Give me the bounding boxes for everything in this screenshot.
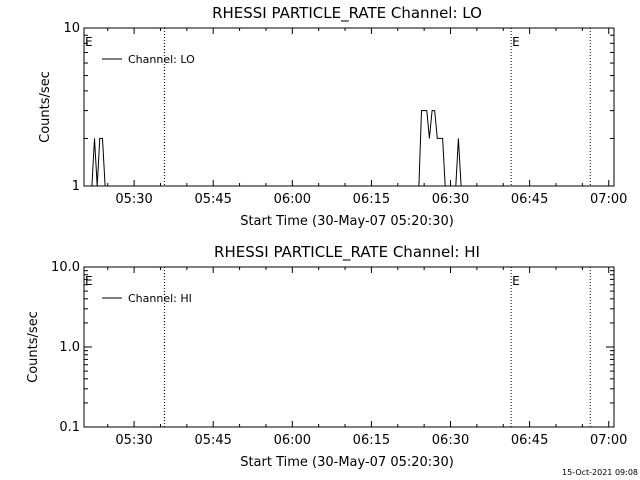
x-tick-label: 06:45 (511, 192, 548, 207)
y-tick-label: 1 (72, 179, 80, 194)
event-marker: E (512, 35, 520, 49)
y-tick-label: 1.0 (59, 340, 80, 355)
chart-title: RHESSI PARTICLE_RATE Channel: HI (214, 243, 480, 262)
event-marker: E (85, 274, 93, 288)
x-tick-label: 07:00 (590, 433, 627, 448)
x-axis-label: Start Time (30-May-07 05:20:30) (240, 214, 454, 229)
legend-entry: Channel: LO (128, 53, 195, 66)
event-marker: E (512, 274, 520, 288)
y-tick-label: 0.1 (59, 420, 80, 435)
plot-frame (83, 27, 615, 187)
x-tick-label: 06:30 (432, 433, 469, 448)
y-tick-label: 10 (63, 21, 80, 36)
x-tick-label: 06:00 (274, 433, 311, 448)
event-lines (163, 28, 591, 186)
axis-ticks: 05:30 05:45 06:00 06:15 06:30 06:45 07:00 1 10 (63, 21, 627, 207)
x-tick-label: 06:00 (274, 192, 311, 207)
x-tick-label: 06:30 (432, 192, 469, 207)
axis-ticks: 05:30 05:45 06:00 06:15 06:30 06:45 07:00 0.1 1.… (51, 260, 627, 448)
footer-timestamp: 15-Oct-2021 09:08 (562, 468, 638, 477)
x-tick-label: 06:15 (353, 433, 390, 448)
x-tick-label: 05:45 (194, 192, 231, 207)
event-marker: E (85, 35, 93, 49)
x-tick-label: 07:00 (590, 192, 627, 207)
legend-entry: Channel: HI (128, 292, 192, 305)
legend: Channel: LO (102, 53, 195, 66)
x-tick-label: 06:15 (353, 192, 390, 207)
y-axis-label: Counts/sec (26, 311, 41, 383)
x-tick-label: 06:45 (511, 433, 548, 448)
x-axis-label: Start Time (30-May-07 05:20:30) (240, 455, 454, 470)
x-tick-label: 05:30 (115, 192, 152, 207)
chart-panel-lo: RHESSI PARTICLE_RATE Channel: LO Start T… (38, 4, 627, 229)
chart-panel-hi: RHESSI PARTICLE_RATE Channel: HI Start T… (26, 243, 627, 470)
chart-title: RHESSI PARTICLE_RATE Channel: LO (212, 4, 482, 23)
legend: Channel: HI (102, 292, 192, 305)
y-tick-label: 10.0 (51, 260, 80, 275)
y-axis-label: Counts/sec (38, 71, 53, 143)
plot-frame (83, 266, 615, 428)
x-tick-label: 05:30 (115, 433, 152, 448)
x-tick-label: 05:45 (194, 433, 231, 448)
